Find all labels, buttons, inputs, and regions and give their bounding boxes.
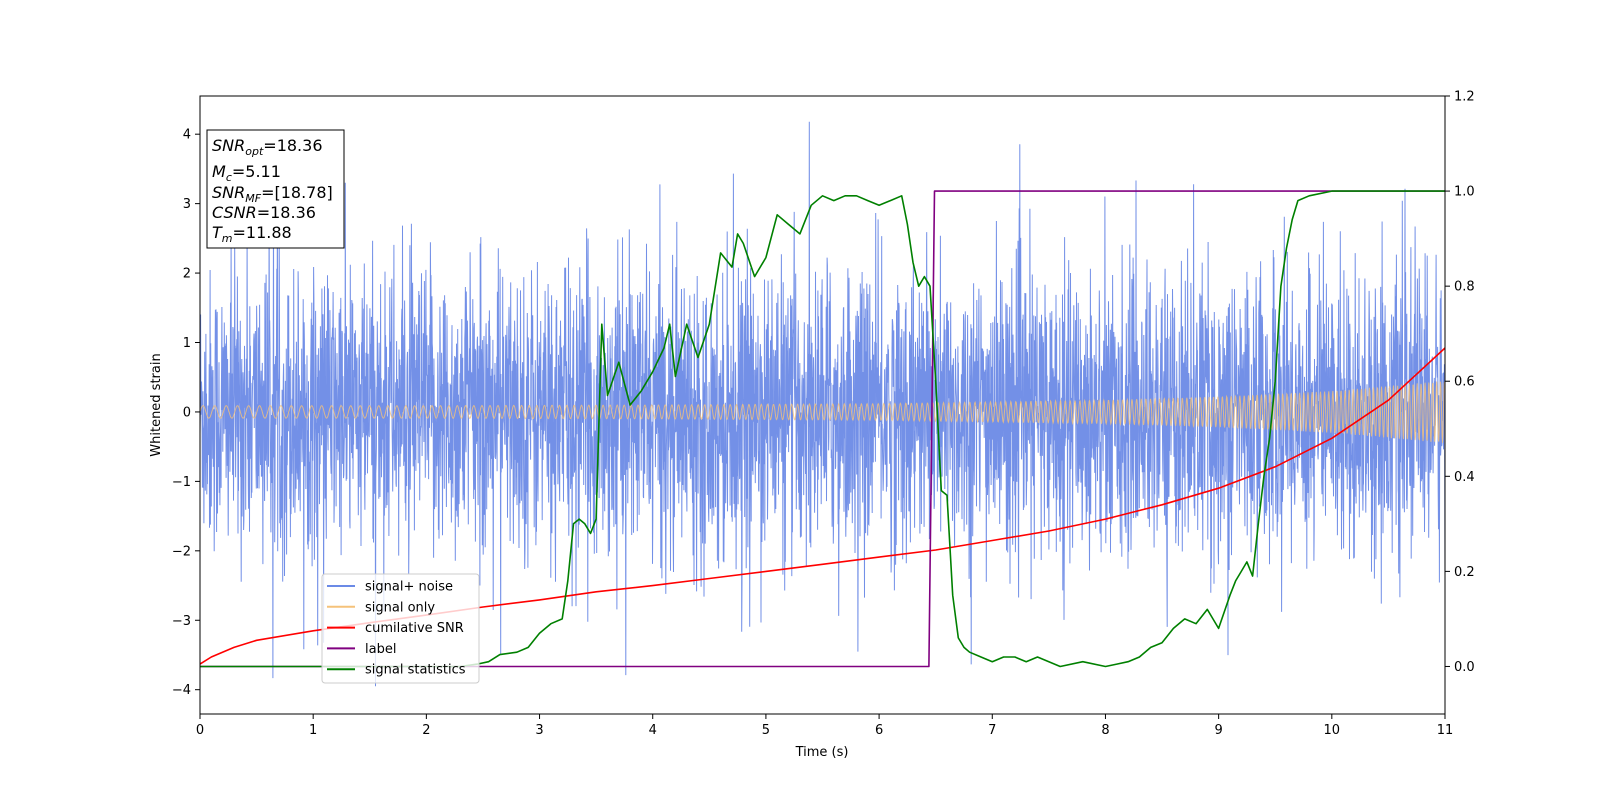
x-tick-label: 11 [1437, 723, 1454, 738]
y-axis-right: 0.0 0.2 0.4 0.6 0.8 1.0 1.2 [1445, 90, 1475, 675]
x-tick-label: 9 [1214, 723, 1222, 738]
x-tick-label: 8 [1101, 723, 1109, 738]
y-tick-label: −3 [172, 614, 191, 629]
series-signal-noise [199, 121, 1446, 687]
y2-tick-label: 1.2 [1454, 90, 1475, 105]
y-tick-label: 1 [183, 336, 191, 351]
x-tick-label: 3 [535, 723, 543, 738]
y2-tick-label: 0.6 [1454, 375, 1475, 390]
legend-frame [321, 573, 480, 684]
annotation-line: Tm=11.88 [212, 223, 292, 245]
x-tick-label: 7 [988, 723, 996, 738]
legend-label: label [365, 642, 396, 657]
y-tick-label: −1 [172, 475, 191, 490]
y2-tick-label: 0.2 [1454, 565, 1475, 580]
x-tick-label: 10 [1324, 723, 1341, 738]
x-axis-label: Time (s) [795, 745, 849, 760]
y-axis-left: −4 −3 −2 −1 0 1 2 3 4 [172, 128, 200, 698]
y2-tick-label: 0.8 [1454, 280, 1475, 295]
y2-tick-label: 0.0 [1454, 660, 1475, 675]
annotation-line: Mc=5.11 [212, 162, 281, 184]
y2-tick-label: 0.4 [1454, 470, 1475, 485]
annotation-line: CSNR=18.36 [212, 203, 316, 222]
legend-label: signal only [365, 600, 435, 615]
y-tick-label: −4 [172, 683, 191, 698]
x-axis: 0 1 2 3 4 5 6 7 8 9 10 11 [196, 714, 1453, 738]
annotation-frame [206, 129, 345, 249]
series-signal-only [199, 381, 1446, 443]
x-tick-label: 6 [875, 723, 883, 738]
signal-layer [199, 381, 1446, 443]
lines-layer [199, 190, 1446, 668]
noise-layer [199, 121, 1446, 687]
y-tick-label: −2 [172, 544, 191, 559]
annotation-box: SNRopt=18.36 Mc=5.11SNRMF=[18.78]CSNR=18.… [206, 129, 345, 249]
annotation-line: SNRMF=[18.78] [212, 183, 333, 205]
y2-tick-label: 1.0 [1454, 185, 1475, 200]
y-tick-label: 0 [183, 405, 191, 420]
legend: signal+ noise signal only cumilative SNR la… [321, 573, 480, 684]
series-line-1 [200, 190, 1445, 668]
y-tick-label: 4 [183, 128, 191, 143]
x-tick-label: 1 [309, 723, 317, 738]
annotation-line: SNRopt=18.36 [212, 136, 323, 158]
legend-label: signal statistics [365, 663, 466, 678]
y-axis-label: Whitened strain [149, 353, 164, 456]
plot-frame [199, 95, 1446, 715]
series-line-2 [200, 190, 1445, 668]
legend-label: signal+ noise [365, 580, 453, 595]
legend-label: cumilative SNR [365, 621, 464, 636]
x-tick-label: 0 [196, 723, 204, 738]
y-tick-label: 3 [183, 197, 191, 212]
x-tick-label: 4 [649, 723, 657, 738]
series-line-0 [199, 347, 1446, 665]
x-tick-label: 5 [762, 723, 770, 738]
y-tick-label: 2 [183, 267, 191, 282]
x-tick-label: 2 [422, 723, 430, 738]
